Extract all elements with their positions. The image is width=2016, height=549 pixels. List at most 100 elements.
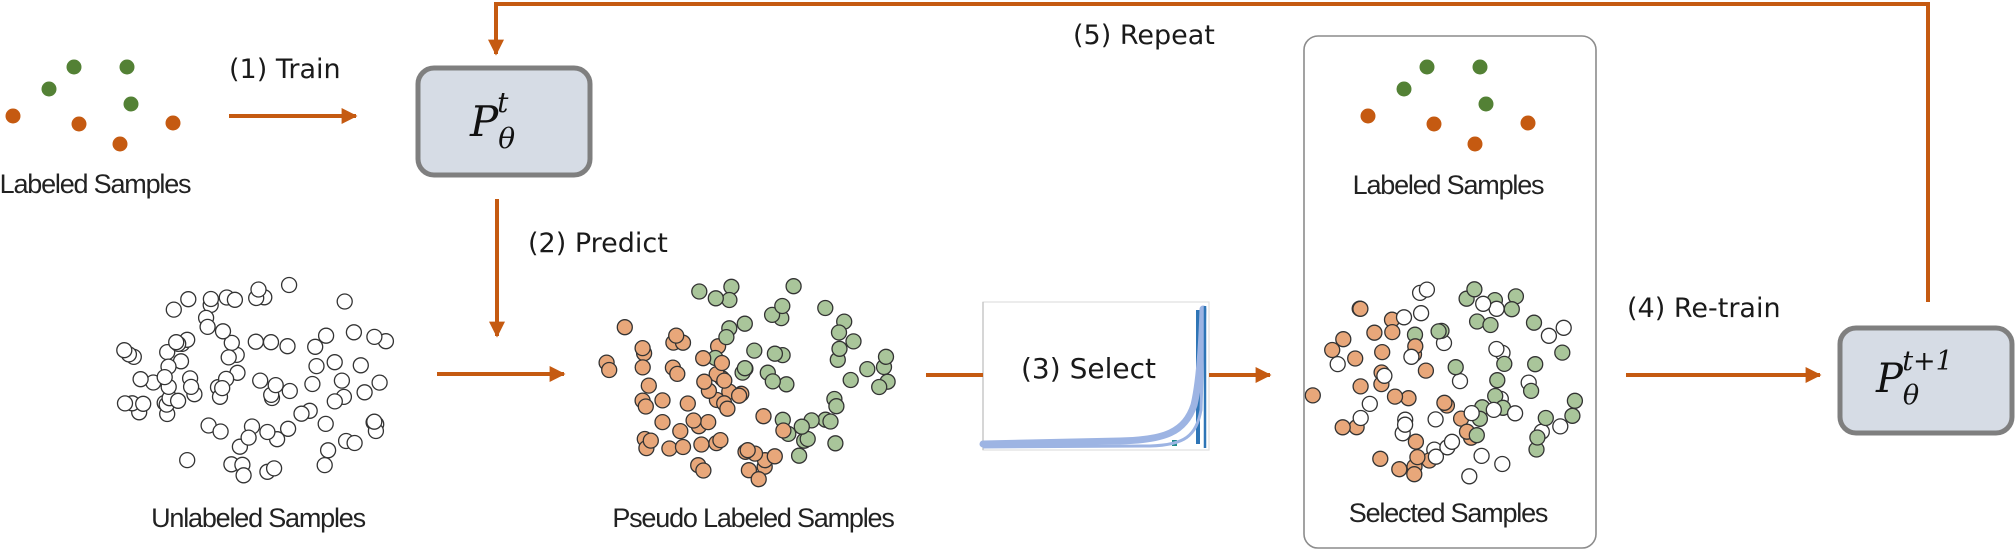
unlabeled-dot	[116, 395, 134, 412]
green-pseudo-dot	[830, 324, 848, 341]
selected-samples-panel	[1303, 35, 1597, 549]
green-selected-dot	[1529, 429, 1546, 446]
unlabeled-dot	[259, 423, 276, 441]
unlabeled-dot	[304, 375, 321, 393]
unlabeled-dot	[293, 405, 310, 422]
orange-selected-dot	[1409, 448, 1426, 466]
orange-pseudo-dot	[750, 471, 767, 488]
green-labeled-dot	[123, 96, 139, 112]
pseudo-labeled-samples-caption: Pseudo Labeled Samples	[612, 503, 894, 533]
green-pseudo-dot	[828, 398, 845, 415]
green-pseudo-dot	[736, 315, 753, 332]
unselected-dot	[1506, 405, 1524, 422]
orange-selected-dot	[1374, 343, 1391, 361]
orange-pseudo-dot	[739, 442, 756, 459]
unlabeled-dot	[346, 434, 363, 452]
green-pseudo-dot	[691, 283, 708, 300]
unselected-dot	[1412, 305, 1430, 322]
step-repeat-label: (5) Repeat	[1073, 20, 1215, 51]
unlabeled-dot	[169, 392, 187, 409]
unlabeled-dot	[316, 456, 333, 474]
orange-pseudo-dot	[719, 400, 736, 417]
orange-selected-dot	[1391, 461, 1408, 478]
orange-pseudo-dot	[668, 327, 685, 344]
selected-samples-caption: Selected Samples	[1349, 498, 1548, 528]
unlabeled-dot	[182, 378, 200, 396]
orange-labeled-dot	[71, 116, 87, 132]
orange-selected-dot	[1324, 341, 1341, 359]
green-selected-dot	[1537, 409, 1554, 427]
orange-pseudo-dot	[696, 373, 713, 390]
unselected-dot	[1361, 395, 1378, 413]
unlabeled-dot	[333, 372, 351, 389]
unlabeled-dot	[371, 374, 388, 391]
unselected-dot	[1475, 295, 1492, 312]
unselected-dot	[1540, 327, 1558, 344]
unselected-dot	[1443, 433, 1461, 450]
green-selected-dot	[1466, 281, 1483, 298]
unlabeled-dot	[220, 349, 237, 366]
unlabeled-dot	[165, 301, 182, 318]
orange-pseudo-dot	[693, 436, 710, 453]
unselected-dot	[1418, 281, 1436, 298]
green-selected-dot	[1503, 301, 1520, 318]
orange-labeled-dot	[1360, 108, 1376, 124]
green-pseudo-dot	[827, 435, 844, 452]
orange-pseudo-dot	[730, 387, 748, 404]
green-labeled-dot	[66, 59, 82, 75]
green-labeled-dot	[1419, 59, 1435, 75]
green-selected-dot	[1430, 323, 1447, 340]
unselected-dot	[1488, 340, 1505, 358]
orange-selected-dot	[1400, 390, 1417, 407]
model-box-current: Pθt	[415, 65, 593, 178]
unlabeled-dot	[281, 382, 298, 400]
orange-pseudo-dot	[634, 339, 651, 357]
green-selected-dot	[1527, 356, 1544, 373]
step-select-label: (3) Select	[1021, 352, 1156, 385]
orange-selected-dot	[1406, 466, 1423, 483]
step-retrain-label: (4) Re-train	[1627, 293, 1781, 324]
unlabeled-dot	[212, 423, 229, 440]
svg-text:Pθt: Pθt	[469, 86, 515, 155]
orange-selected-dot	[1436, 394, 1453, 411]
orange-pseudo-dot	[616, 319, 633, 336]
orange-labeled-dot	[1426, 116, 1442, 132]
green-pseudo-dot	[790, 447, 808, 464]
selected-samples-cluster	[1304, 281, 1584, 485]
green-pseudo-dot	[774, 297, 791, 315]
green-pseudo-dot	[718, 328, 735, 346]
unlabeled-dot	[202, 290, 220, 308]
orange-selected-dot	[1407, 433, 1425, 450]
unlabeled-dot	[356, 384, 373, 401]
orange-pseudo-dot	[654, 392, 671, 409]
unselected-dot	[1451, 372, 1469, 390]
green-pseudo-dot	[736, 360, 754, 377]
orange-pseudo-dot	[640, 377, 657, 394]
orange-pseudo-dot	[634, 359, 651, 376]
green-pseudo-dot	[746, 342, 763, 359]
unlabeled-dot	[280, 276, 298, 294]
unlabeled-dot	[156, 368, 173, 386]
orange-labeled-dot	[165, 115, 181, 131]
unlabeled-dot	[180, 291, 197, 308]
green-selected-dot	[1447, 359, 1464, 376]
orange-selected-dot	[1384, 323, 1401, 341]
orange-pseudo-dot	[712, 431, 729, 449]
orange-pseudo-dot	[695, 350, 712, 367]
green-pseudo-dot	[822, 413, 839, 430]
unlabeled-dot	[226, 291, 244, 308]
unlabeled-dot	[279, 338, 296, 355]
unlabeled-dot	[279, 420, 297, 437]
green-selected-dot	[1496, 355, 1513, 373]
orange-pseudo-dot	[674, 438, 692, 456]
unlabeled-dot	[135, 395, 152, 412]
unlabeled-dot	[252, 372, 269, 389]
green-labeled-dot	[1472, 59, 1488, 75]
orange-selected-dot	[1335, 331, 1352, 348]
unlabeled-dot	[168, 334, 185, 351]
orange-pseudo-dot	[661, 440, 678, 457]
unlabeled-dot	[214, 379, 231, 397]
green-pseudo-dot	[766, 345, 784, 362]
unselected-dot	[1352, 409, 1369, 427]
unlabeled-dot	[250, 281, 267, 298]
